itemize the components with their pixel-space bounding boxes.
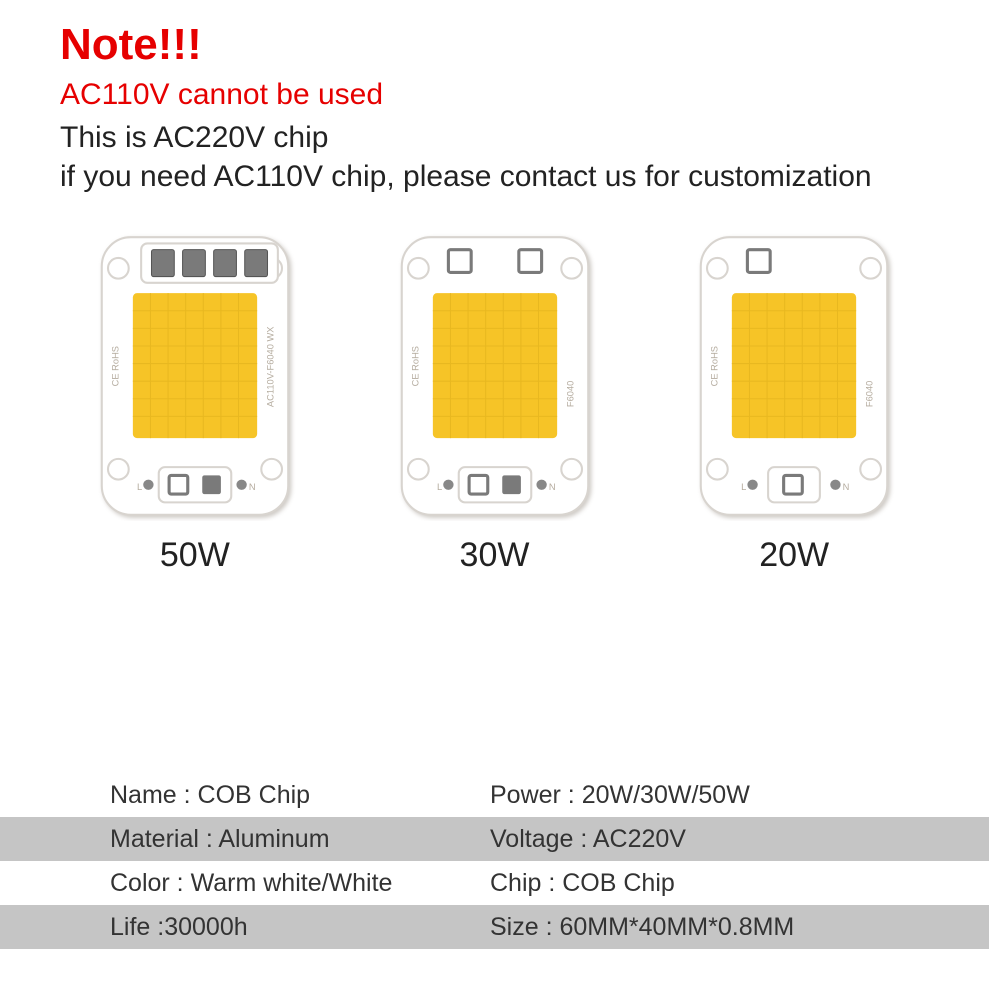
svg-text:AC110V-F6040 WX: AC110V-F6040 WX: [266, 326, 276, 407]
chips-row: CE RoHS AC110V-F6040 WX L N 50W CE RoHS …: [0, 196, 989, 575]
svg-text:L: L: [137, 482, 142, 492]
spec-cell-right: Size : 60MM*40MM*0.8MM: [490, 913, 794, 942]
svg-text:CE RoHS: CE RoHS: [110, 346, 120, 386]
spec-cell-right: Voltage : AC220V: [490, 825, 686, 854]
chip-illustration: CE RoHS F6040 L N: [664, 226, 924, 526]
chip-item-50w: CE RoHS AC110V-F6040 WX L N 50W: [60, 226, 330, 575]
spec-cell-left: Name : COB Chip: [0, 781, 490, 810]
chip-illustration: CE RoHS AC110V-F6040 WX L N: [65, 226, 325, 526]
specs-table: Name : COB ChipPower : 20W/30W/50WMateri…: [0, 773, 989, 949]
chip-wattage-label: 20W: [759, 536, 829, 575]
chip-illustration: CE RoHS F6040 L N: [365, 226, 625, 526]
spec-cell-right: Power : 20W/30W/50W: [490, 781, 750, 810]
note-warning: AC110V cannot be used: [60, 78, 929, 112]
svg-text:CE RoHS: CE RoHS: [710, 346, 720, 386]
chip-wattage-label: 50W: [160, 536, 230, 575]
spec-cell-left: Material : Aluminum: [0, 825, 490, 854]
note-info-line1: This is AC220V chip: [60, 118, 929, 157]
header-block: Note!!! AC110V cannot be used This is AC…: [0, 0, 989, 196]
spec-cell-left: Color : Warm white/White: [0, 869, 490, 898]
note-info-line2: if you need AC110V chip, please contact …: [60, 157, 929, 196]
svg-text:L: L: [741, 482, 746, 492]
svg-text:N: N: [249, 482, 256, 492]
note-title: Note!!!: [60, 20, 929, 70]
svg-text:N: N: [843, 482, 850, 492]
svg-text:CE RoHS: CE RoHS: [410, 346, 420, 386]
svg-text:N: N: [548, 482, 555, 492]
spec-row: Life :30000hSize : 60MM*40MM*0.8MM: [0, 905, 989, 949]
spec-cell-left: Life :30000h: [0, 913, 490, 942]
spec-cell-right: Chip : COB Chip: [490, 869, 675, 898]
svg-text:L: L: [437, 482, 442, 492]
svg-text:F6040: F6040: [865, 381, 875, 407]
spec-row: Name : COB ChipPower : 20W/30W/50W: [0, 773, 989, 817]
chip-item-20w: CE RoHS F6040 L N 20W: [659, 226, 929, 575]
svg-text:F6040: F6040: [565, 381, 575, 407]
chip-wattage-label: 30W: [460, 536, 530, 575]
spec-row: Color : Warm white/WhiteChip : COB Chip: [0, 861, 989, 905]
chip-item-30w: CE RoHS F6040 L N 30W: [360, 226, 630, 575]
spec-row: Material : AluminumVoltage : AC220V: [0, 817, 989, 861]
